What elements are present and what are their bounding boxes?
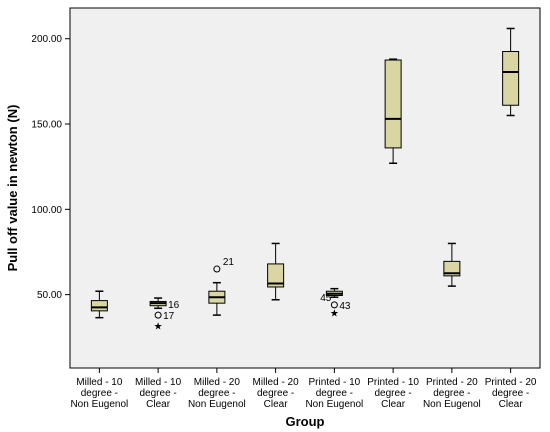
- category-label-7-line-3: Non Eugenol: [423, 399, 481, 410]
- outlier-label-17: 17: [163, 311, 175, 322]
- category-label-5-line-1: Printed - 10: [309, 377, 361, 388]
- y-axis-title: Pull off value in newton (N): [5, 105, 20, 272]
- box-4: [267, 242, 285, 301]
- category-label-8-line-1: Printed - 20: [485, 377, 537, 388]
- category-label-2-line-1: Milled - 10: [135, 377, 182, 388]
- category-label-6-line-3: Clear: [381, 399, 406, 410]
- box-iqr: [502, 51, 520, 106]
- category-label-4-line-1: Milled - 20: [253, 377, 300, 388]
- outlier-label-16: 16: [168, 300, 180, 311]
- y-tick-label-150: 150.00: [31, 120, 62, 131]
- y-tick-label-200: 200.00: [31, 34, 62, 45]
- outlier-label-45: 45: [320, 293, 332, 304]
- y-tick-label-50: 50.00: [37, 290, 62, 301]
- plot-area: [69, 7, 541, 369]
- category-label-3-line-1: Milled - 20: [194, 377, 241, 388]
- category-label-1-line-3: Non Eugenol: [70, 399, 128, 410]
- category-label-3-line-3: Non Eugenol: [188, 399, 246, 410]
- category-label-8-line-2: degree -: [492, 388, 529, 399]
- box-1: [90, 290, 108, 319]
- category-label-1-line-2: degree -: [81, 388, 118, 399]
- outlier-star-3: ★: [154, 321, 163, 332]
- category-label-5-line-2: degree -: [316, 388, 353, 399]
- outlier-label-21: 21: [223, 257, 235, 268]
- category-label-4-line-3: Clear: [264, 399, 289, 410]
- box-iqr: [90, 300, 108, 312]
- box-iqr: [384, 59, 402, 149]
- outlier-star-7: ★: [330, 309, 339, 320]
- box-8: [502, 27, 520, 117]
- y-tick-label-100: 100.00: [31, 205, 62, 216]
- x-axis-title: Group: [286, 414, 325, 429]
- box-5: [325, 287, 343, 298]
- outlier-circle-1: [154, 311, 162, 319]
- outlier-circle-6: [330, 301, 338, 309]
- category-label-6-line-1: Printed - 10: [367, 377, 419, 388]
- category-label-1-line-1: Milled - 10: [76, 377, 123, 388]
- category-label-8-line-3: Clear: [499, 399, 524, 410]
- outlier-label-43: 43: [339, 301, 351, 312]
- category-label-2-line-2: degree -: [140, 388, 177, 399]
- box-iqr: [443, 260, 461, 277]
- category-label-6-line-2: degree -: [375, 388, 412, 399]
- category-label-7-line-1: Printed - 20: [426, 377, 478, 388]
- box-2: [149, 297, 167, 310]
- y-axis: 50.00 100.00 150.00 200.00: [31, 34, 70, 301]
- category-label-2-line-3: Clear: [146, 399, 171, 410]
- outlier-circle-4: [213, 265, 221, 273]
- box-3: [208, 281, 226, 316]
- category-label-7-line-2: degree -: [433, 388, 470, 399]
- category-label-3-line-2: degree -: [198, 388, 235, 399]
- box-6: [384, 58, 402, 165]
- box-7: [443, 242, 461, 287]
- boxes: [90, 27, 520, 319]
- box-iqr: [267, 263, 285, 288]
- category-label-5-line-3: Non Eugenol: [305, 399, 363, 410]
- category-label-4-line-2: degree -: [257, 388, 294, 399]
